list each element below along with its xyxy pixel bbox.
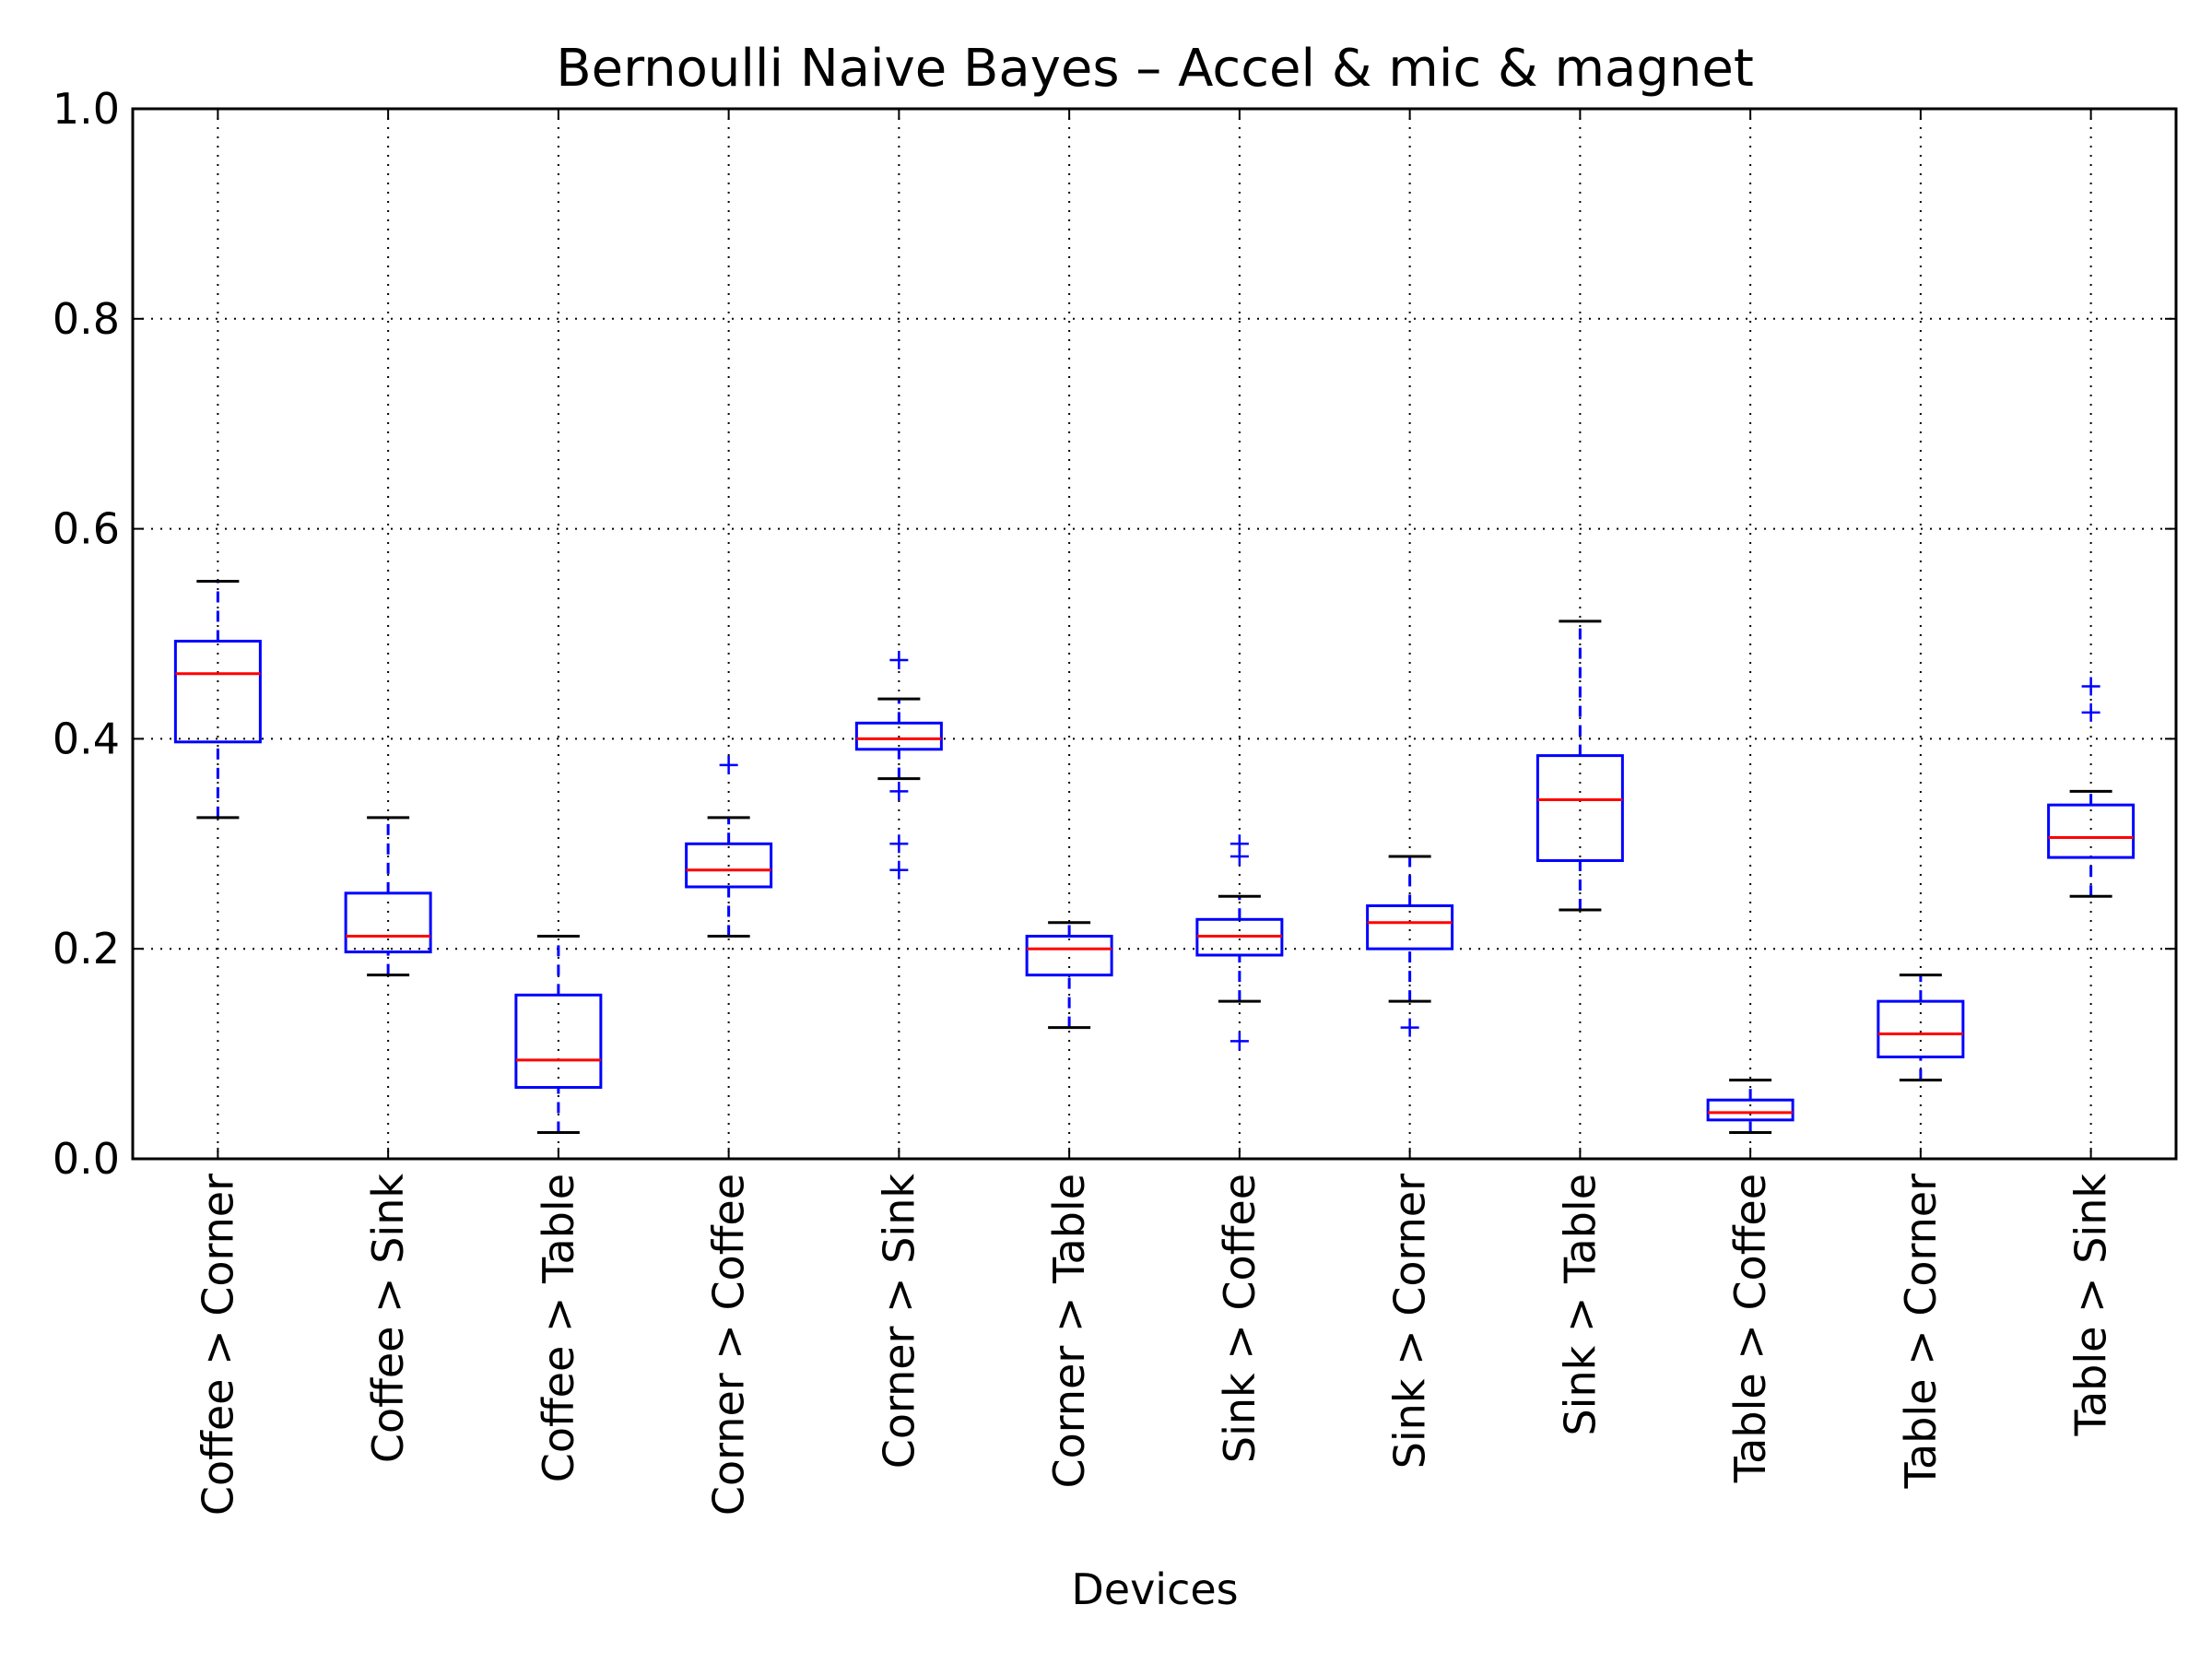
box-iqr [685,842,773,889]
grid [133,109,2176,1159]
box-group [173,580,262,820]
outlier-marker [889,650,909,669]
outlier-marker [1230,1032,1249,1051]
x-tick-label: Table > Coffee [1725,1174,1775,1483]
outlier-marker [719,755,738,774]
box-group [1877,974,1965,1082]
x-tick-label: Table > Sink [2066,1174,2116,1437]
outlier-marker [889,860,909,879]
box-group [1195,834,1284,1051]
box-iqr [2047,803,2136,859]
box-iqr [1877,999,1965,1059]
outlier-marker [2081,677,2100,696]
chart-title: Bernoulli Naive Bayes – Accel & mic & ma… [556,39,1754,99]
box-iqr [1366,904,1454,950]
box-group [854,650,943,879]
x-tick-label: Coffee > Corner [193,1174,242,1516]
x-tick-label: Sink > Coffee [1215,1174,1265,1463]
boxes [173,580,2136,1135]
x-tick-label: Sink > Table [1555,1174,1605,1436]
y-tick-label: 0.6 [53,504,120,554]
x-tick-label: Corner > Table [1044,1174,1094,1488]
box-group [2047,677,2136,898]
box-group [514,935,603,1135]
box-group [1706,1079,1794,1135]
box-group [1535,620,1624,912]
outlier-marker [889,782,909,801]
y-tick-label: 0.2 [53,924,120,974]
box-iqr [1706,1098,1794,1122]
outlier-marker [889,834,909,854]
x-tick-label: Table > Corner [1896,1174,1946,1490]
axes: 0.0 0.2 0.4 0.6 0.8 1.0 Coffee > Corner Coffee … [53,84,2176,1516]
y-tick-label: 0.4 [53,714,120,763]
box-iqr [344,891,432,954]
box-iqr [1535,754,1624,863]
x-tick-label: Corner > Sink [874,1174,924,1469]
box-group [685,755,773,938]
y-tick-label: 1.0 [53,84,120,134]
box-iqr [854,721,943,751]
box-iqr [514,993,603,1090]
x-tick-label: Coffee > Sink [363,1174,413,1463]
outlier-marker [1400,1018,1419,1037]
y-tick-label: 0.0 [53,1134,120,1184]
box-iqr [173,639,262,744]
box-group [1025,921,1113,1030]
box-iqr [1025,935,1113,977]
x-tick-label: Corner > Coffee [704,1174,754,1516]
outlier-marker [1230,846,1249,866]
x-tick-label: Sink > Corner [1385,1174,1435,1469]
outlier-marker [2081,702,2100,722]
plot-frame [131,107,2178,1161]
y-tick-label: 0.8 [53,294,120,344]
box-group [344,816,432,977]
x-tick-label: Coffee > Table [534,1174,583,1482]
box-group [1366,855,1454,1037]
x-axis-label: Devices [1071,1564,1238,1614]
